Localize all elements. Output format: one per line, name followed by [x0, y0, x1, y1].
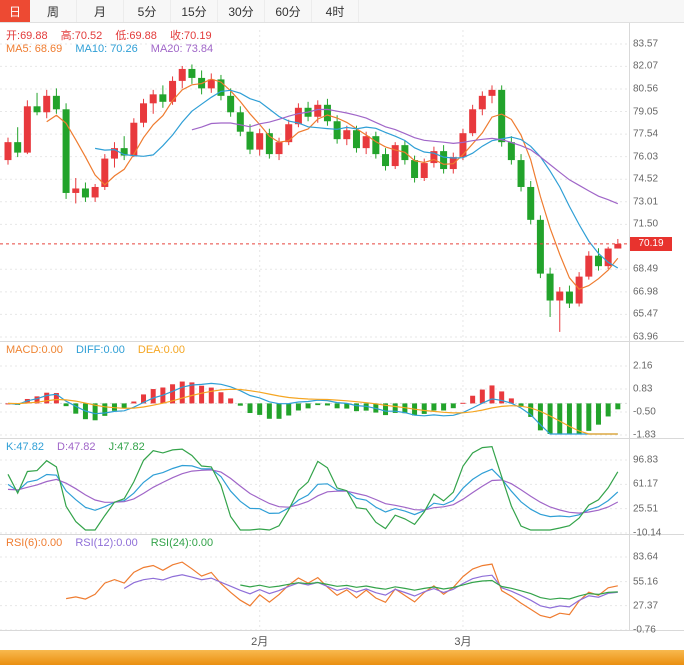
ohlc-info: 开:69.88 高:70.52 低:69.88 收:70.19 — [6, 27, 222, 43]
diff-label: DIFF: — [75, 344, 104, 356]
tab-month[interactable]: 月 — [77, 0, 124, 22]
current-price-tag: 70.19 — [630, 236, 672, 251]
d-label: D: — [57, 441, 68, 453]
ma10: MA10: 70.26 — [75, 43, 137, 55]
k-label: K: — [6, 441, 17, 453]
rsi12-value-group: RSI(12):0.00 — [75, 537, 137, 549]
j-label: J: — [108, 441, 118, 453]
time-slider-bar[interactable] — [0, 650, 684, 665]
rsi6-value-group: RSI(6):0.00 — [6, 537, 62, 549]
k-value: 47.82 — [16, 441, 44, 453]
ohlc-high-value: 70.52 — [74, 30, 103, 42]
rsi-header: RSI(6):0.00 RSI(12):0.00 RSI(24):0.00 — [6, 537, 223, 549]
diff-value: 0.00 — [103, 344, 125, 356]
rsi6-label: RSI(6): — [6, 537, 41, 549]
rsi6-value: 0.00 — [40, 537, 63, 549]
d-value: 47.82 — [68, 441, 96, 453]
ma10-label: MA10: — [75, 43, 111, 55]
macd-value: 0.00 — [41, 344, 63, 356]
macd-label: MACD: — [6, 344, 42, 356]
ohlc-low: 低:69.88 — [115, 30, 157, 42]
ma5-label: MA5: — [6, 43, 35, 55]
ma5-value: 68.69 — [34, 43, 63, 55]
j-value: 47.82 — [117, 441, 145, 453]
ohlc-high: 高:70.52 — [61, 30, 103, 42]
ohlc-close-value: 70.19 — [184, 30, 212, 42]
diff-value-group: DIFF:0.00 — [76, 344, 125, 356]
ma-info: MA5: 68.69 MA10: 70.26 MA20: 73.84 — [6, 43, 223, 55]
tab-4hour[interactable]: 4时 — [312, 0, 359, 22]
ohlc-high-label: 高: — [60, 30, 75, 42]
macd-value-group: MACD:0.00 — [6, 344, 63, 356]
ohlc-open-label: 开: — [6, 30, 21, 42]
ohlc-open: 开:69.88 — [6, 30, 48, 42]
ma20: MA20: 73.84 — [151, 43, 213, 55]
ohlc-close-label: 收: — [169, 30, 185, 42]
j-value-group: J:47.82 — [109, 441, 145, 453]
d-value-group: D:47.82 — [57, 441, 96, 453]
tab-5min[interactable]: 5分 — [124, 0, 171, 22]
macd-header: MACD:0.00 DIFF:0.00 DEA:0.00 — [6, 344, 195, 356]
tab-30min[interactable]: 30分 — [218, 0, 265, 22]
ohlc-close: 收:70.19 — [170, 30, 212, 42]
dea-value-group: DEA:0.00 — [138, 344, 185, 356]
ohlc-low-value: 69.88 — [129, 30, 157, 42]
kdj-header: K:47.82 D:47.82 J:47.82 — [6, 441, 155, 453]
ma10-value: 70.26 — [110, 43, 138, 55]
rsi12-label: RSI(12): — [75, 537, 117, 549]
dea-label: DEA: — [137, 344, 164, 356]
tab-week[interactable]: 周 — [30, 0, 77, 22]
ma20-value: 73.84 — [185, 43, 214, 55]
tab-15min[interactable]: 15分 — [171, 0, 218, 22]
rsi24-value-group: RSI(24):0.00 — [151, 537, 213, 549]
timeframe-tabbar: 日 周 月 5分 15分 30分 60分 4时 — [0, 0, 684, 23]
tab-60min[interactable]: 60分 — [265, 0, 312, 22]
dea-value: 0.00 — [163, 344, 186, 356]
ohlc-open-value: 69.88 — [20, 30, 48, 42]
rsi24-label: RSI(24): — [150, 537, 192, 549]
k-value-group: K:47.82 — [6, 441, 44, 453]
rsi24-value: 0.00 — [191, 537, 214, 549]
rsi12-value: 0.00 — [116, 537, 138, 549]
ma20-label: MA20: — [150, 43, 186, 55]
ohlc-low-label: 低: — [115, 30, 130, 42]
ma5: MA5: 68.69 — [6, 43, 62, 55]
tab-day[interactable]: 日 — [0, 0, 30, 22]
